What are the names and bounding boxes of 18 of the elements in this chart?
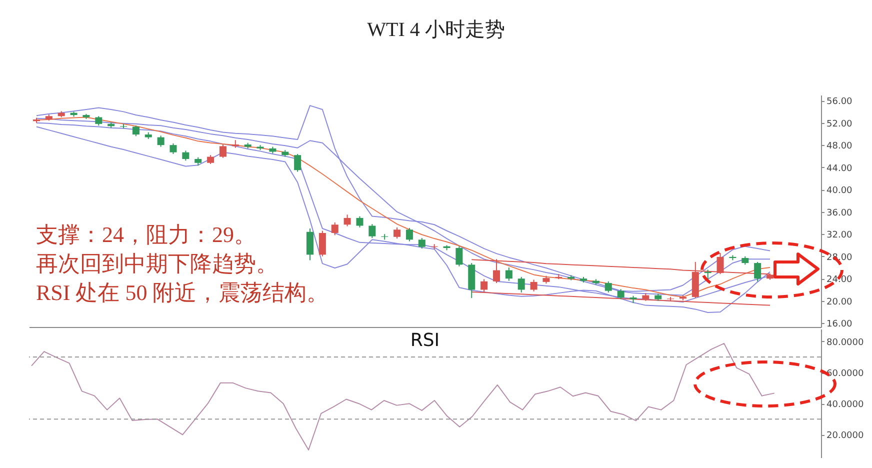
y-tick-label: 36.00 — [826, 208, 853, 218]
annotation: RSI 处在 50 附近，震荡结构。 — [36, 279, 329, 307]
annotation: 再次回到中期下降趋势。 — [36, 250, 279, 278]
y-tick-label: 44.00 — [826, 164, 853, 174]
y-tick-label: 32.00 — [826, 230, 853, 241]
y-tick-label: 48.00 — [826, 142, 853, 152]
y-tick-label: 80.0000 — [826, 338, 864, 348]
y-tick-label: 56.00 — [826, 97, 853, 108]
chart-title: WTI 4 小时走势 — [366, 18, 506, 43]
y-tick-label: 16.00 — [826, 320, 853, 330]
y-tick-label: 20.00 — [826, 297, 853, 308]
annotation: 支撑：24，阻力：29。 — [36, 221, 257, 249]
y-tick-label: 20.0000 — [826, 431, 864, 442]
y-tick-label: 40.0000 — [826, 400, 864, 410]
y-tick-label: 40.00 — [826, 186, 853, 196]
y-tick-label: 52.00 — [826, 119, 853, 130]
y-tick-label: 24.00 — [826, 275, 853, 286]
chart-title: RSI — [410, 330, 440, 351]
